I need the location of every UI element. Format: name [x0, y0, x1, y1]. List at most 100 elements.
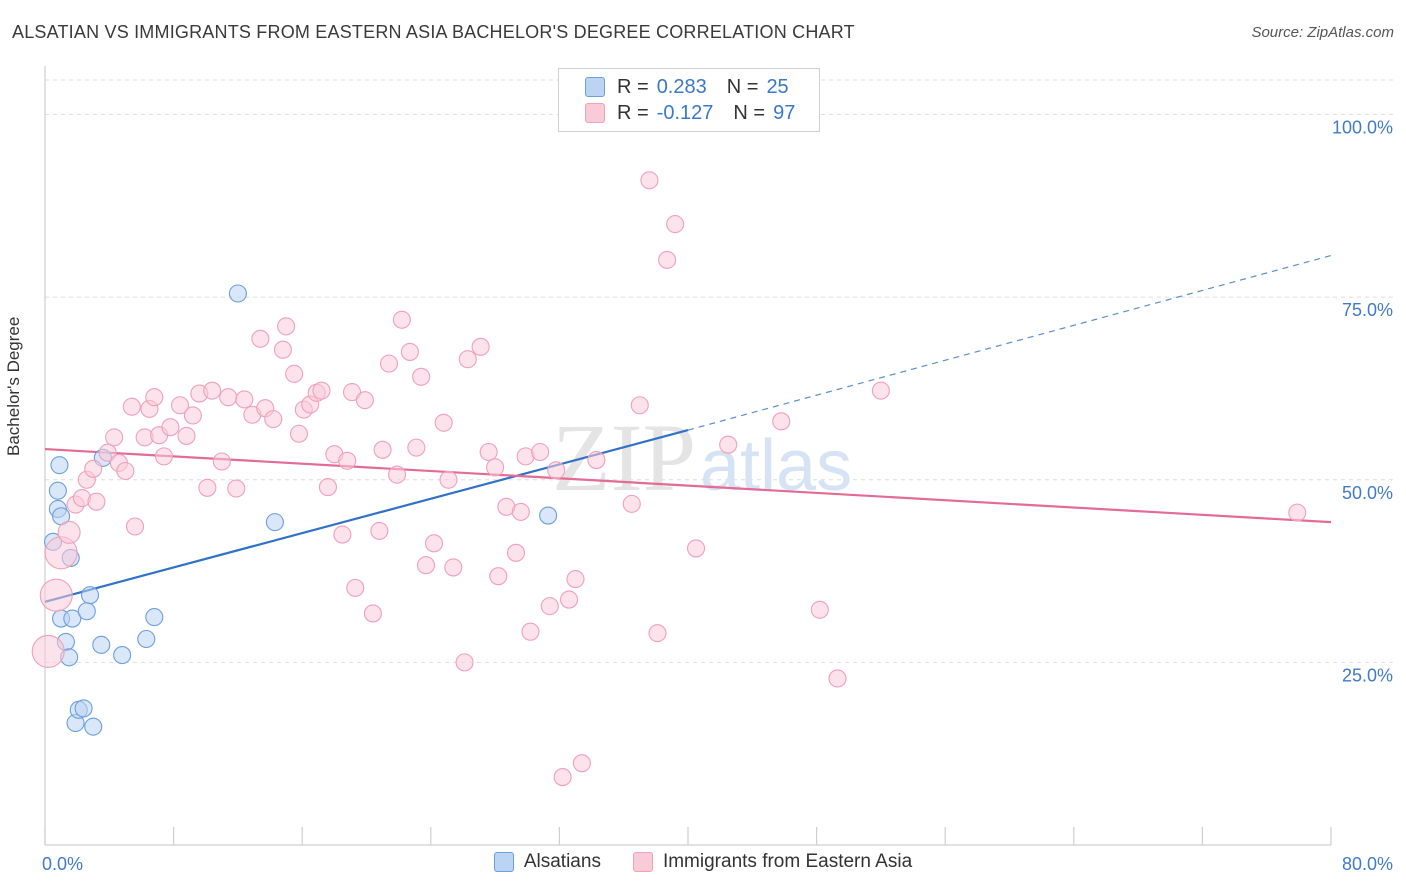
y-tick-label: 75.0%	[1342, 300, 1393, 320]
point-alsatians	[48, 481, 67, 500]
point-eastern-asia	[31, 634, 65, 668]
n-value: 97	[773, 101, 796, 124]
point-eastern-asia	[312, 381, 331, 400]
point-eastern-asia	[363, 604, 382, 623]
source-label: Source: ZipAtlas.com	[1251, 24, 1394, 41]
point-eastern-asia	[183, 406, 202, 425]
point-eastern-asia	[559, 590, 579, 609]
point-eastern-asia	[105, 428, 124, 447]
point-eastern-asia	[370, 521, 389, 540]
point-eastern-asia	[373, 440, 392, 459]
y-tick-label: 50.0%	[1342, 483, 1393, 503]
point-eastern-asia	[572, 754, 591, 773]
y-tick-label: 25.0%	[1342, 665, 1393, 685]
correlation-legend: R = 0.283 N = 25 R = -0.127 N = 97	[558, 68, 820, 132]
point-alsatians	[63, 609, 82, 628]
tick-labels: 25.0% 50.0% 75.0% 100.0% 0.0% 80.0%	[42, 118, 1393, 874]
y-axis-label: Bachelor's Degree	[4, 316, 23, 456]
point-eastern-asia	[686, 539, 706, 558]
point-eastern-asia	[346, 578, 365, 597]
legend-label-alsatians: Alsatians	[523, 851, 601, 872]
point-eastern-asia	[379, 354, 399, 373]
trend-lines	[44, 254, 1332, 603]
point-eastern-asia	[489, 567, 508, 586]
chart-title: ALSATIAN VS IMMIGRANTS FROM EASTERN ASIA…	[12, 22, 855, 42]
point-eastern-asia	[772, 412, 791, 431]
point-eastern-asia	[540, 597, 559, 616]
n-value: 25	[766, 75, 789, 98]
legend-swatch-alsatians	[585, 77, 605, 97]
point-eastern-asia	[212, 452, 231, 471]
r-label: R =	[617, 101, 649, 124]
point-eastern-asia	[587, 450, 606, 470]
point-alsatians	[137, 629, 156, 649]
point-alsatians	[145, 608, 164, 627]
point-eastern-asia	[57, 520, 81, 544]
trend-line-alsatians-extension	[687, 254, 1332, 431]
axes	[44, 66, 1332, 846]
point-eastern-asia	[264, 410, 283, 429]
point-alsatians	[50, 456, 69, 475]
point-eastern-asia	[355, 391, 374, 410]
point-eastern-asia	[1288, 503, 1307, 522]
point-eastern-asia	[161, 418, 180, 437]
n-label: N =	[733, 101, 766, 124]
point-eastern-asia	[154, 447, 174, 466]
point-eastern-asia	[444, 558, 463, 577]
point-eastern-asia	[392, 310, 411, 329]
grid-lines	[45, 79, 1395, 663]
r-value: 0.283	[656, 75, 707, 98]
point-eastern-asia	[87, 492, 106, 511]
point-eastern-asia	[145, 388, 164, 407]
legend-item-eastern-asia: Immigrants from Eastern Asia	[632, 851, 912, 873]
legend-swatch-alsatians	[493, 852, 514, 872]
point-eastern-asia	[471, 337, 490, 356]
point-eastern-asia	[285, 364, 304, 383]
trend-line-alsatians	[44, 429, 689, 603]
point-eastern-asia	[342, 383, 362, 402]
point-eastern-asia	[630, 396, 649, 415]
point-eastern-asia	[666, 215, 685, 234]
point-eastern-asia	[125, 517, 145, 536]
point-eastern-asia	[486, 458, 505, 477]
point-eastern-asia	[479, 442, 498, 462]
point-eastern-asia	[871, 381, 890, 400]
point-eastern-asia	[439, 470, 458, 489]
point-eastern-asia	[116, 461, 135, 481]
point-eastern-asia	[506, 543, 526, 562]
point-eastern-asia	[84, 459, 103, 478]
point-eastern-asia	[455, 653, 474, 672]
point-eastern-asia	[203, 381, 222, 400]
point-eastern-asia	[622, 494, 641, 513]
point-eastern-asia	[648, 624, 667, 643]
point-eastern-asia	[400, 342, 419, 361]
point-eastern-asia	[39, 578, 73, 612]
r-value: -0.127	[656, 101, 714, 124]
r-label: R =	[617, 75, 649, 98]
point-eastern-asia	[412, 367, 431, 386]
point-eastern-asia	[122, 397, 141, 416]
point-eastern-asia	[251, 329, 270, 348]
point-alsatians	[92, 635, 111, 654]
legend-swatch-eastern-asia	[632, 852, 653, 872]
point-eastern-asia	[277, 317, 296, 336]
point-eastern-asia	[318, 478, 337, 497]
trend-line-eastern-asia	[44, 447, 1332, 524]
point-eastern-asia	[273, 340, 292, 359]
point-eastern-asia	[416, 556, 436, 575]
point-eastern-asia	[407, 438, 426, 457]
series-legend: Alsatians Immigrants from Eastern Asia	[0, 851, 1406, 873]
point-eastern-asia	[227, 479, 246, 498]
point-eastern-asia	[333, 525, 352, 544]
point-eastern-asia	[338, 451, 357, 470]
point-eastern-asia	[640, 171, 659, 190]
point-eastern-asia	[521, 622, 540, 641]
point-alsatians	[84, 717, 103, 736]
watermark-zip: ZIP	[552, 404, 696, 511]
legend-row-eastern-asia: R = -0.127 N = 97	[585, 102, 795, 124]
point-eastern-asia	[177, 426, 196, 445]
point-eastern-asia	[170, 396, 190, 415]
point-eastern-asia	[547, 461, 566, 480]
legend-item-alsatians: Alsatians	[493, 851, 601, 873]
